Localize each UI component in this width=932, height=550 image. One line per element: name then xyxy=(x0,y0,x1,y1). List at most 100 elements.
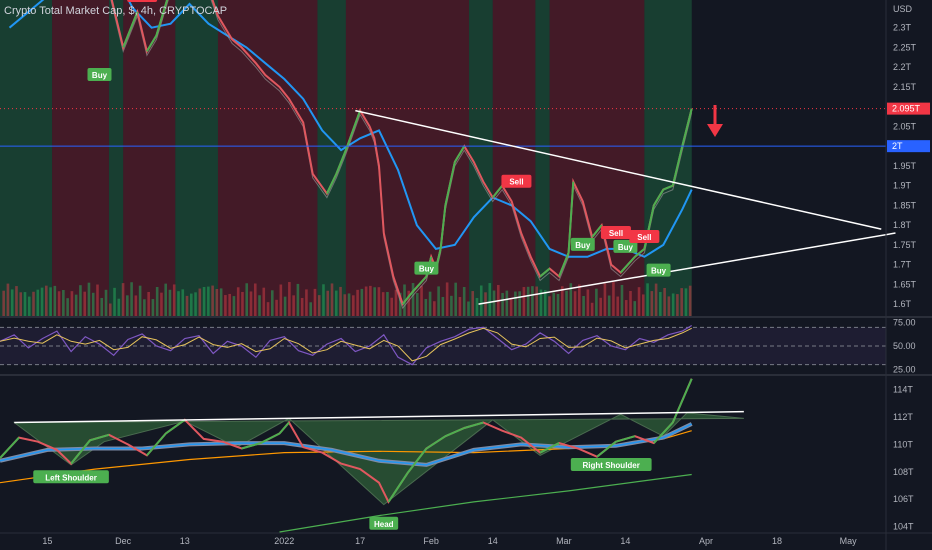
volume-bar xyxy=(514,291,517,316)
volume-bar xyxy=(569,283,573,316)
rsi-signal-line xyxy=(0,327,692,362)
price-up-segment xyxy=(558,252,570,277)
volume-bar xyxy=(15,286,18,316)
signal-label: Sell xyxy=(609,229,623,238)
lower-up-segment xyxy=(406,447,428,474)
sell-signal-badge xyxy=(629,230,660,243)
lower-price-line xyxy=(0,378,693,504)
trend-band xyxy=(175,0,218,316)
y-tick-label: 2.05T xyxy=(893,121,917,131)
volume-bar xyxy=(104,289,108,316)
volume-bar xyxy=(339,286,342,316)
volume-bar xyxy=(586,289,590,316)
volume-bar xyxy=(202,286,206,316)
rsi-pane xyxy=(0,324,886,366)
buy-signal-badge xyxy=(646,263,671,277)
trend-band xyxy=(345,0,470,316)
sell-signal-badge xyxy=(501,174,532,188)
volume-bar xyxy=(249,291,253,316)
volume-bar xyxy=(360,288,364,316)
volume-bar xyxy=(454,282,457,316)
y-tick-label: 2.2T xyxy=(893,62,912,72)
buy-signal-badge xyxy=(414,261,439,275)
y-tick-label: 1.8T xyxy=(893,220,912,230)
volume-bar xyxy=(40,287,44,316)
volume-bar xyxy=(189,293,193,316)
pattern-label-badge xyxy=(33,470,109,484)
volume-bar xyxy=(164,283,168,316)
y-tick-label: 104T xyxy=(893,522,914,532)
volume-bar xyxy=(215,288,219,316)
volume-bar xyxy=(271,290,274,316)
volume-bar xyxy=(394,289,398,316)
signal-label: Sell xyxy=(637,233,651,242)
volume-bar xyxy=(313,288,317,316)
y-tick-label: 1.75T xyxy=(893,240,917,250)
volume-bar xyxy=(471,291,475,316)
lower-up-segment xyxy=(146,432,167,457)
signal-label: Buy xyxy=(575,241,591,250)
volume-bar xyxy=(445,282,449,316)
volume-bar xyxy=(646,283,649,316)
price-envelope-line xyxy=(110,0,693,310)
rsi-line xyxy=(0,324,693,366)
price-up-segment xyxy=(591,224,603,238)
lower-up-segment xyxy=(539,442,560,454)
y-tick-label: 112T xyxy=(893,412,913,422)
price-up-segment xyxy=(567,181,575,253)
volume-bar xyxy=(113,287,116,316)
x-tick-label: 14 xyxy=(620,536,630,546)
volume-bar xyxy=(27,296,31,316)
ema-line xyxy=(8,0,693,258)
volume-bar xyxy=(475,297,479,316)
volume-bar xyxy=(667,296,671,316)
price-up-segment xyxy=(662,184,674,191)
x-tick-label: 14 xyxy=(488,536,498,546)
volume-bar xyxy=(663,287,666,316)
volume-bar xyxy=(334,290,338,316)
volume-bar xyxy=(147,291,150,316)
y-tick-label: 1.85T xyxy=(893,200,917,210)
trendline xyxy=(355,109,882,230)
lower-up-segment xyxy=(444,427,465,438)
volume-bar xyxy=(134,295,138,316)
volume-bar xyxy=(6,283,10,316)
volume-bar xyxy=(420,285,423,316)
lower-up-segment xyxy=(671,378,693,423)
x-tick-label: May xyxy=(840,536,858,546)
volume-bar xyxy=(45,285,48,316)
price-up-segment xyxy=(619,256,636,274)
volume-bar xyxy=(501,292,504,316)
volume-bar xyxy=(66,298,69,316)
y-tick-label: 2.25T xyxy=(893,42,917,52)
lower-up-segment xyxy=(70,439,91,465)
volume-bar xyxy=(36,289,40,316)
volume-bar xyxy=(19,292,23,316)
volume-bar xyxy=(599,297,602,316)
volume-bar xyxy=(539,289,543,316)
volume-bar xyxy=(433,301,436,316)
price-up-segment xyxy=(155,0,169,36)
price-pane: SellBuyBuySellBuySellBuySellBuy xyxy=(0,0,896,316)
x-tick-label: 17 xyxy=(355,536,365,546)
volume-bar xyxy=(70,291,74,316)
volume-bar xyxy=(676,294,679,316)
price-up-segment xyxy=(326,173,338,194)
volume-bar xyxy=(364,286,368,316)
volume-bar xyxy=(450,295,453,316)
volume-bar xyxy=(407,290,411,316)
price-up-segment xyxy=(681,108,693,147)
neckline xyxy=(14,410,744,424)
volume-bar xyxy=(607,295,611,316)
trend-band xyxy=(108,0,124,316)
pattern-label: Left Shoulder xyxy=(45,473,97,482)
y-tick-label: 110T xyxy=(893,439,913,449)
y-tick-label: 50.00 xyxy=(893,341,916,351)
trend-band xyxy=(52,0,109,316)
volume-bar xyxy=(492,290,496,316)
volume-bar xyxy=(505,290,509,316)
volume-bar xyxy=(633,301,637,316)
price-up-segment xyxy=(146,35,158,52)
volume-bar xyxy=(151,299,155,316)
volume-bar xyxy=(172,284,176,316)
